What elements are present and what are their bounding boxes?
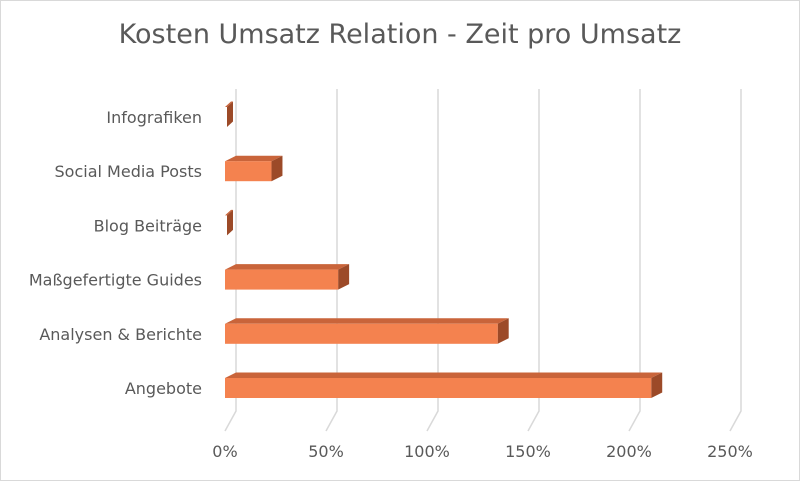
tick-label-0: 0% xyxy=(212,442,237,461)
bar-2 xyxy=(225,209,233,236)
tick-label-1: 50% xyxy=(308,442,344,461)
category-label-0: Infografiken xyxy=(106,108,202,127)
category-label-4: Analysen & Berichte xyxy=(39,325,202,344)
category-label-2: Blog Beiträge xyxy=(94,216,202,235)
tick-label-3: 150% xyxy=(505,442,551,461)
gridline-3 xyxy=(527,89,540,432)
category-label-3: Maßgefertigte Guides xyxy=(29,271,202,290)
bar-5 xyxy=(225,372,663,398)
gridline-5 xyxy=(729,89,742,432)
bar-0 xyxy=(225,101,233,127)
gridline-0 xyxy=(224,89,237,432)
tick-label-4: 200% xyxy=(606,442,652,461)
bar-1 xyxy=(225,155,283,182)
chart-title: Kosten Umsatz Relation - Zeit pro Umsatz xyxy=(118,19,682,50)
bar-3 xyxy=(225,264,350,290)
category-label-5: Angebote xyxy=(125,379,202,398)
gridline-4 xyxy=(628,89,641,432)
bar-4 xyxy=(225,318,509,344)
tick-label-2: 100% xyxy=(404,442,450,461)
gridline-1 xyxy=(325,89,338,432)
category-label-1: Social Media Posts xyxy=(55,162,202,181)
gridline-2 xyxy=(426,89,439,432)
tick-label-5: 250% xyxy=(707,442,753,461)
